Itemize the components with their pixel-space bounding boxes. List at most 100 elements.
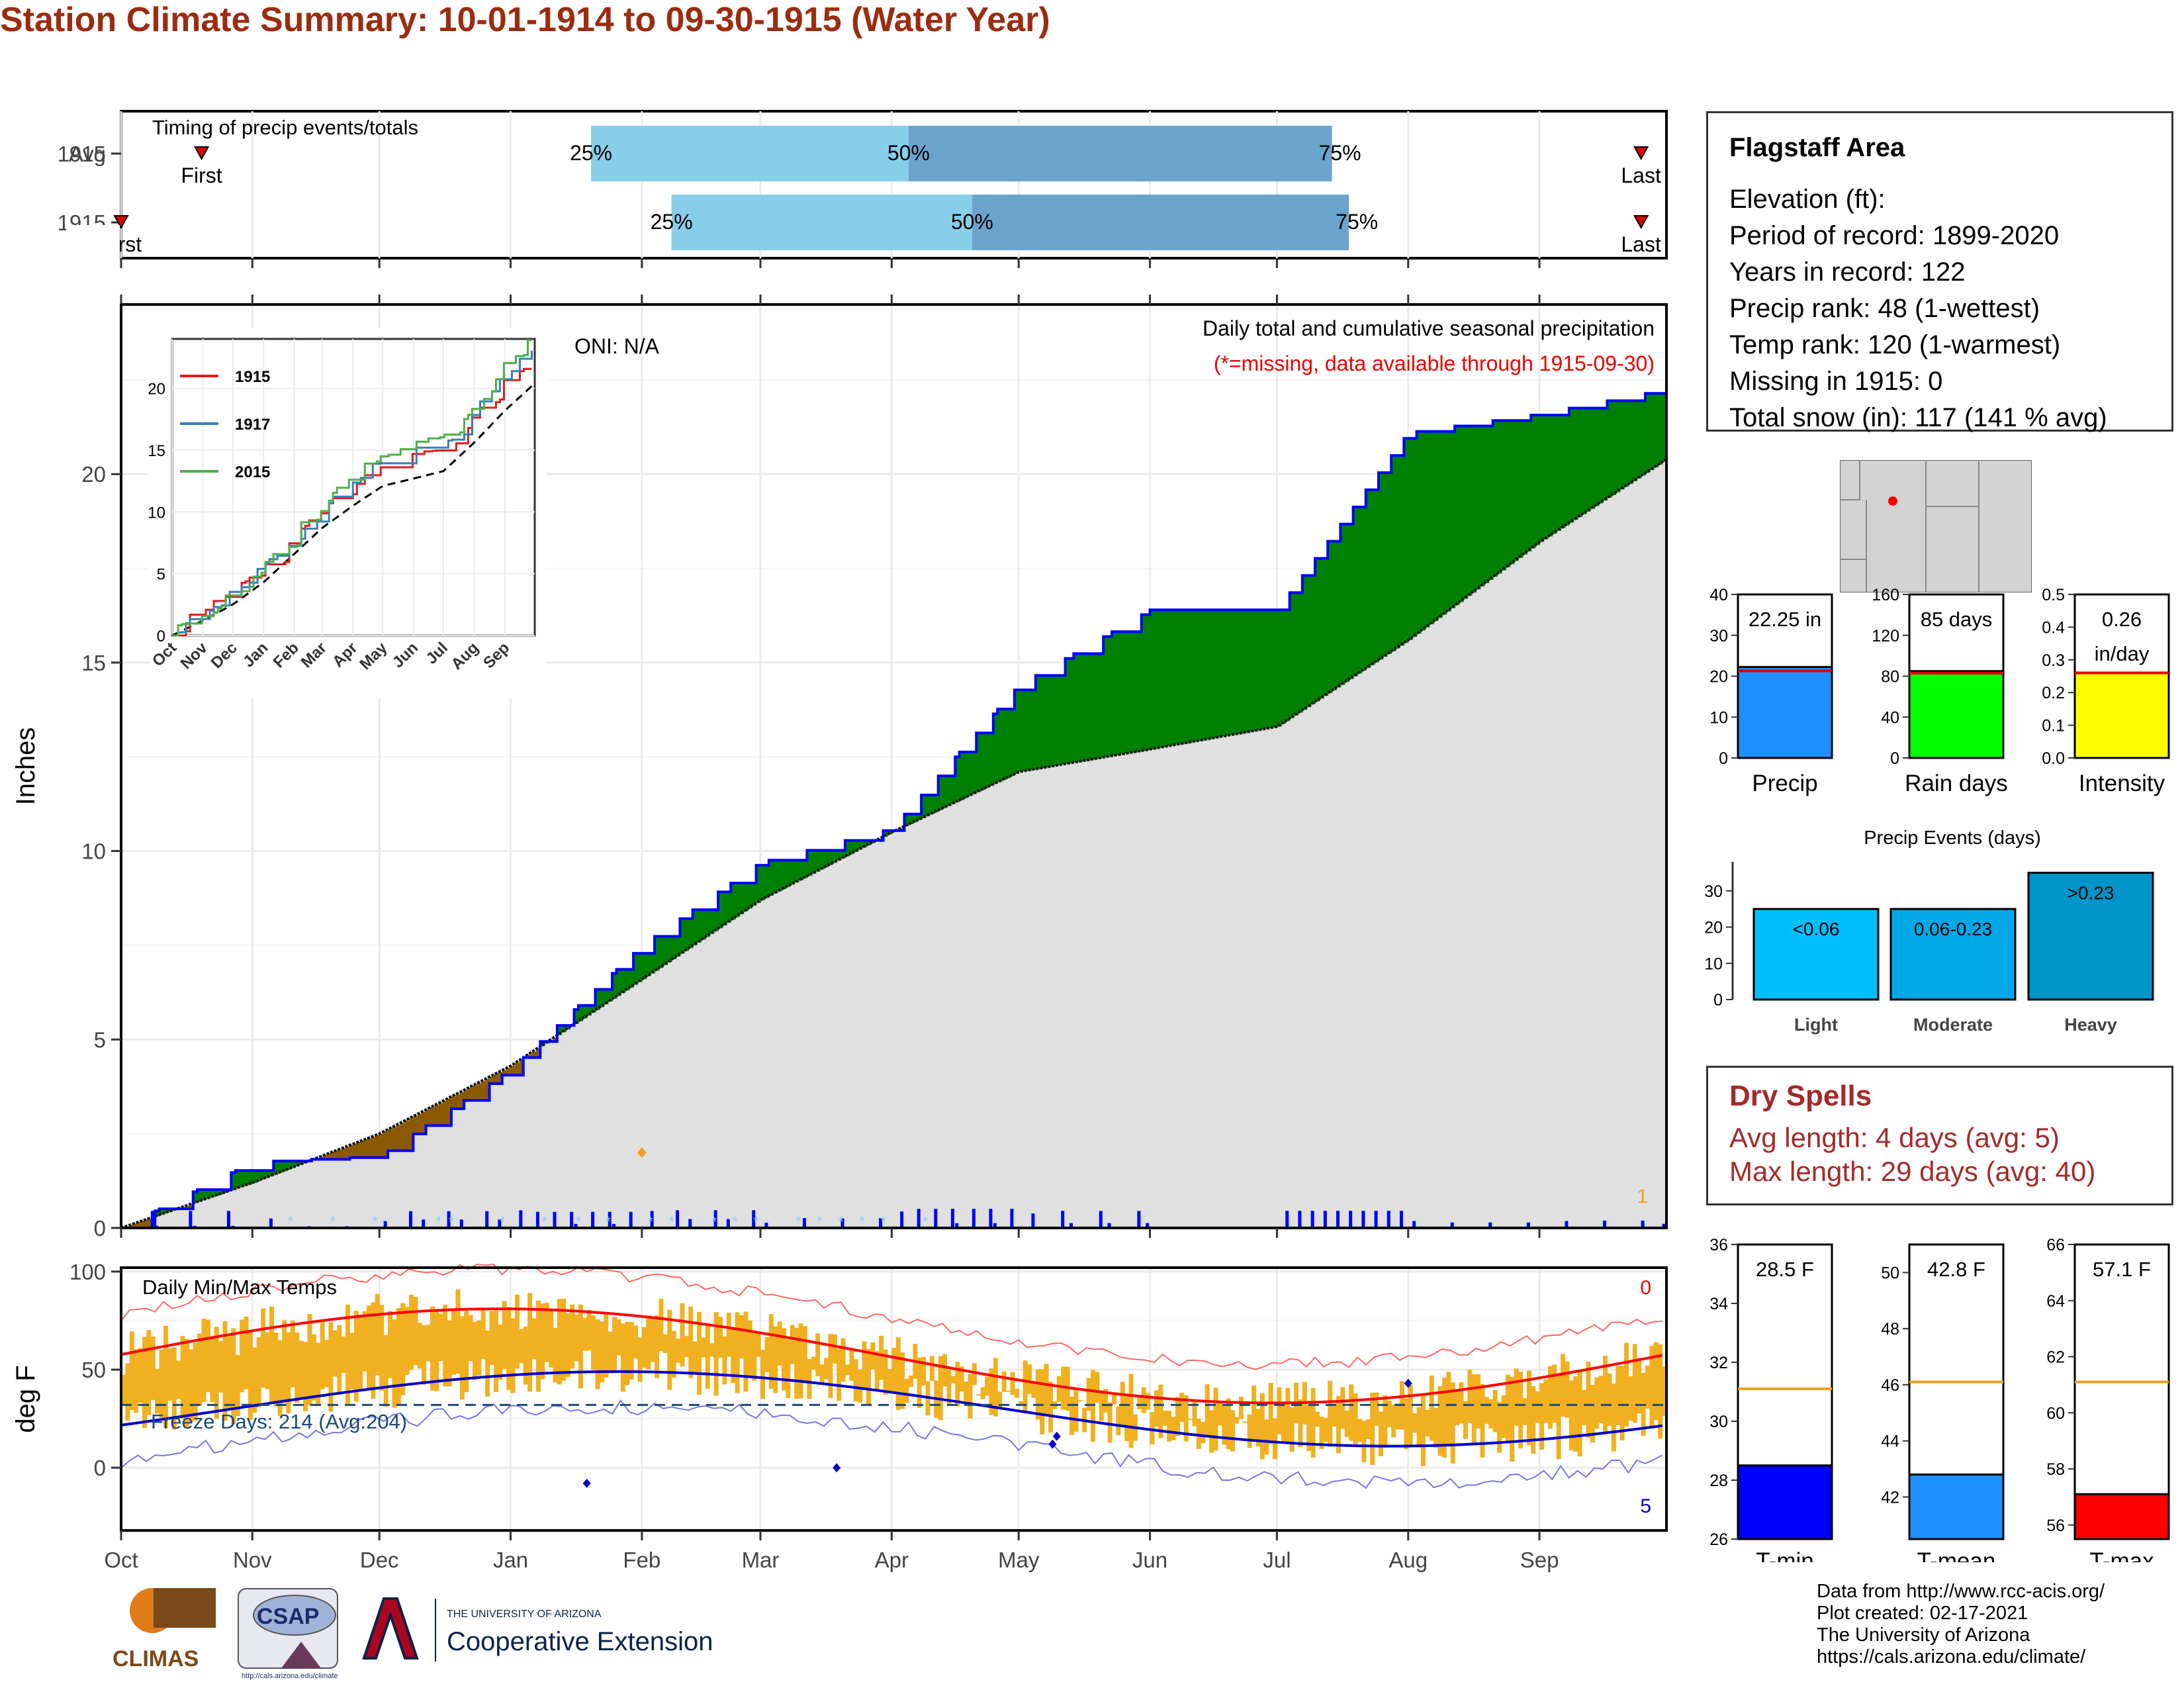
above-normal-fill — [887, 830, 893, 835]
ua-small-text: THE UNIVERSITY OF ARIZONA — [447, 1609, 602, 1620]
daily-temp-bar — [586, 1309, 592, 1351]
temp-y-label: deg F — [11, 1365, 40, 1432]
above-normal-fill — [1302, 575, 1308, 710]
above-normal-fill — [282, 1160, 287, 1172]
daily-temp-bar — [464, 1310, 469, 1393]
above-normal-fill — [637, 953, 643, 982]
x-tick-label: Dec — [360, 1548, 399, 1572]
above-normal-fill — [1289, 592, 1295, 719]
temp-bar-frame — [2073, 1243, 2170, 1540]
above-normal-fill — [739, 883, 745, 914]
snow-marker: * — [576, 1213, 582, 1230]
above-normal-fill — [841, 850, 846, 859]
station-location-marker — [1888, 496, 1897, 506]
above-normal-fill — [997, 709, 1003, 782]
daily-temp-bar — [298, 1340, 304, 1398]
daily-temp-bar — [561, 1299, 567, 1381]
daily-precip-bar — [226, 1211, 230, 1228]
above-normal-fill — [1255, 610, 1261, 731]
daily-temp-bar — [1124, 1395, 1130, 1442]
above-normal-fill — [599, 989, 605, 1008]
daily-temp-bar — [1259, 1393, 1265, 1460]
inset-y-tick: 15 — [148, 442, 165, 460]
temp-bar-label: T-max — [2089, 1548, 2154, 1562]
daily-temp-bar — [1243, 1421, 1248, 1423]
below-normal-fill — [480, 1081, 486, 1101]
mini-bar — [1737, 666, 1833, 759]
above-normal-fill — [1565, 414, 1570, 526]
x-tick-label: Jan — [493, 1548, 528, 1572]
above-normal-fill — [904, 814, 909, 827]
mini-bar-tick: 30 — [1709, 627, 1728, 645]
daily-precip-bar — [269, 1218, 273, 1228]
above-normal-fill — [1531, 414, 1536, 549]
daily-temp-bar — [1404, 1398, 1409, 1450]
above-normal-fill — [1556, 414, 1561, 532]
daily-precip-bar — [1565, 1221, 1569, 1228]
daily-temp-bar — [477, 1320, 482, 1376]
daily-temp-bar — [858, 1369, 863, 1403]
daily-temp-bar — [1179, 1392, 1185, 1423]
daily-temp-bar — [841, 1338, 846, 1382]
timing-last-label: Last — [1621, 232, 1661, 256]
daily-temp-bar — [705, 1325, 710, 1389]
above-normal-fill — [688, 918, 694, 949]
below-normal-fill — [451, 1096, 457, 1109]
timing-p25: 25% — [570, 141, 612, 165]
below-normal-fill — [498, 1072, 503, 1084]
cumulative-precip-line — [121, 389, 1668, 1229]
station-info-box: Flagstaff Area Elevation (ft): Period of… — [1706, 111, 2173, 432]
below-normal-fill — [531, 1052, 537, 1058]
daily-temp-bar — [1077, 1400, 1083, 1402]
daily-precip-bar — [570, 1211, 574, 1228]
ua-ext-text: Cooperative Extension — [447, 1627, 713, 1656]
mini-bar-tick: 0.3 — [2042, 651, 2065, 670]
above-normal-fill — [1273, 610, 1278, 727]
daily-temp-bar — [1459, 1382, 1464, 1424]
above-normal-fill — [1132, 632, 1138, 753]
above-normal-fill — [972, 752, 978, 794]
precip-y-label: Inches — [11, 727, 40, 806]
above-normal-fill — [625, 969, 630, 991]
normal-min-line — [120, 1370, 1662, 1448]
snow-marker: * — [796, 1213, 801, 1230]
above-normal-fill — [968, 752, 973, 796]
precip-panel: * * * * * * * * * * * * * * * * * * * *05101520InchesDaily … — [11, 303, 1668, 1241]
mini-bar-tick: 20 — [1709, 668, 1728, 686]
daily-temp-bar — [667, 1309, 672, 1390]
daily-temp-bar — [1247, 1414, 1252, 1448]
timing-row-label: 1915 — [58, 142, 106, 166]
above-normal-fill — [1594, 408, 1600, 506]
above-normal-fill — [1429, 431, 1434, 624]
temp-bar-tick: 64 — [2046, 1292, 2065, 1311]
snow-marker: * — [605, 1213, 611, 1230]
daily-temp-bar — [214, 1327, 219, 1419]
mini-bar-tick: 0.5 — [2042, 586, 2065, 604]
temp-bar — [1908, 1474, 2005, 1540]
daily-precip-bar — [535, 1211, 539, 1228]
daily-temp-bar — [1171, 1417, 1176, 1440]
daily-temp-bar — [849, 1348, 854, 1381]
daily-temp-bar — [1561, 1354, 1566, 1417]
above-normal-fill — [1294, 592, 1299, 716]
above-normal-fill — [201, 1190, 206, 1201]
above-normal-fill — [676, 936, 681, 957]
daily-temp-bar — [942, 1354, 948, 1387]
above-normal-fill — [1569, 408, 1574, 523]
above-normal-fill — [1497, 420, 1502, 574]
daily-temp-bar — [680, 1303, 685, 1367]
above-normal-fill — [1349, 524, 1354, 679]
daily-temp-bar — [426, 1325, 431, 1362]
below-normal-fill — [320, 1156, 325, 1160]
daily-temp-bar — [367, 1305, 372, 1390]
above-normal-fill — [1586, 408, 1591, 512]
daily-temp-bar — [764, 1336, 770, 1372]
above-normal-fill — [1069, 658, 1075, 763]
daily-temp-bar — [1378, 1411, 1383, 1456]
above-normal-fill — [980, 733, 985, 790]
daily-precip-bar — [383, 1221, 387, 1228]
daily-precip-bar — [752, 1210, 756, 1228]
above-normal-fill — [235, 1170, 240, 1189]
daily-temp-bar — [828, 1334, 833, 1399]
daily-temp-bar — [1539, 1383, 1545, 1450]
